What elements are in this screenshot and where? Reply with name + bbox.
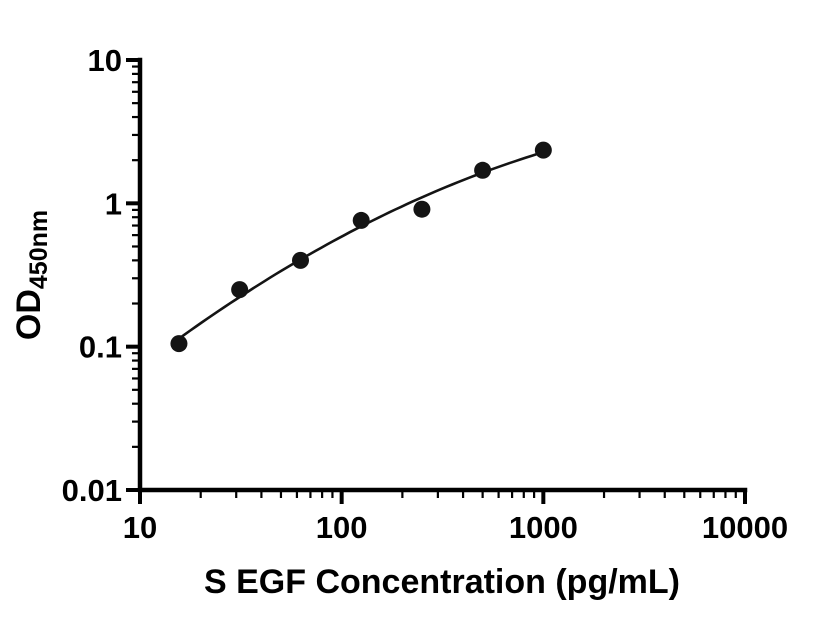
axis-lines (137, 57, 748, 493)
tick-marks (126, 58, 747, 504)
fit-curve (177, 150, 545, 340)
fit-curve-line (177, 150, 545, 340)
data-points (170, 141, 552, 353)
axes (137, 57, 748, 493)
data-point (413, 200, 431, 218)
data-point (170, 335, 188, 353)
y-axis-title-main: OD (10, 289, 48, 340)
data-point (231, 281, 249, 299)
data-point (474, 161, 492, 179)
data-point (292, 251, 310, 269)
y-axis-title-subscript: 450nm (25, 210, 53, 289)
y-tick-label: 0.1 (79, 330, 122, 365)
y-tick-label: 1 (105, 186, 122, 221)
x-tick-label: 100 (316, 510, 368, 545)
data-point (352, 211, 370, 229)
y-tick-label: 0.01 (62, 473, 122, 508)
x-axis-title: S EGF Concentration (pg/mL) (204, 563, 680, 601)
y-tick-label: 10 (88, 43, 122, 78)
x-tick-label: 10 (123, 510, 157, 545)
x-tick-label: 1000 (509, 510, 578, 545)
x-tick-label: 10000 (702, 510, 788, 545)
data-point (534, 141, 552, 159)
tick-labels: 10 100 1000 10000 0.01 0.1 1 10 (62, 43, 788, 545)
y-axis-title: OD450nm (10, 210, 53, 340)
